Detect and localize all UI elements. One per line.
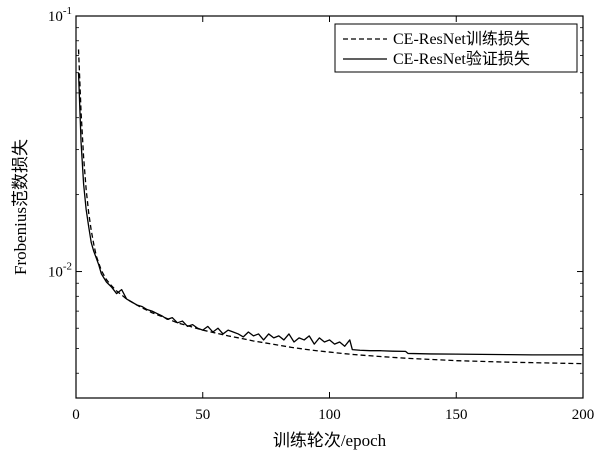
series-layer	[77, 49, 583, 365]
y-tick-label-1: 10-1	[48, 5, 72, 25]
legend-label-0: CE-ResNet训练损失	[393, 30, 530, 48]
x-tick-label-4: 200	[572, 407, 595, 423]
x-axis-label: 训练轮次/epoch	[273, 431, 387, 450]
ticks-layer: 0 50 100 150 200 10-2 10-1	[48, 5, 594, 423]
legend-label-1: CE-ResNet验证损失	[393, 50, 530, 68]
x-tick-label-2: 100	[318, 407, 341, 423]
y-tick-label-0: 10-2	[48, 261, 72, 281]
x-tick-label-0: 0	[72, 407, 80, 423]
legend: CE-ResNet训练损失 CE-ResNet验证损失	[334, 23, 578, 73]
x-tick-label-1: 50	[195, 407, 210, 423]
series-line-0	[77, 49, 583, 365]
legend-box	[334, 23, 578, 73]
x-tick-label-3: 150	[445, 407, 468, 423]
series-line-1	[77, 72, 583, 356]
y-axis-label: Frobenius范数损失	[11, 139, 30, 275]
